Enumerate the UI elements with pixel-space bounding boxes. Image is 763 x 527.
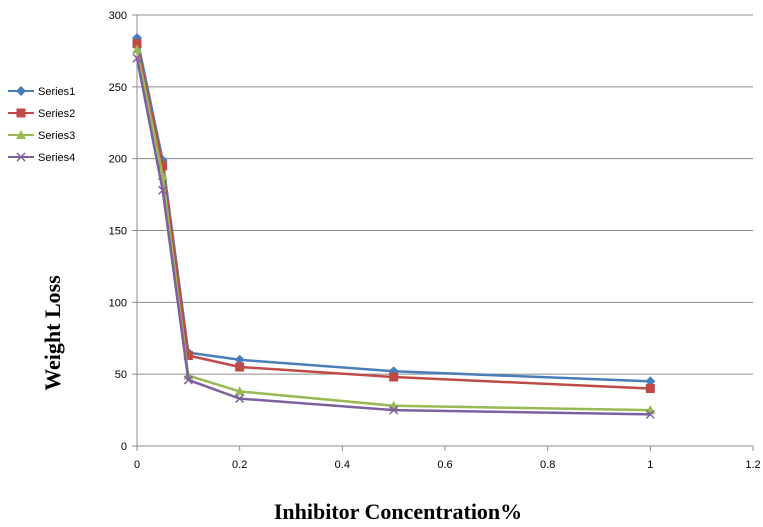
series-line-3: [135, 49, 651, 412]
legend-marker-3: [16, 130, 26, 139]
data-point-series-3: [234, 386, 245, 396]
y-tick-label: 250: [109, 82, 127, 94]
data-point-series-2: [645, 384, 655, 394]
y-tick-label: 300: [109, 10, 127, 22]
legend-marker-2: [16, 108, 26, 118]
data-point-series-2: [183, 350, 193, 360]
legend-marker-4: [16, 152, 26, 162]
x-tick-label: 0: [134, 459, 140, 471]
data-point-series-2: [158, 161, 168, 171]
data-point-series-2: [132, 39, 142, 49]
axes: [132, 14, 754, 451]
legend: Series1 Series2 Series3 Series4: [8, 86, 75, 164]
x-axis-title: Inhibitor Concentration%: [274, 499, 522, 524]
y-tick-labels: 0 50 100 150 200 250 300: [109, 10, 127, 453]
x-tick-label: 0.8: [540, 459, 555, 471]
data-point-series-4: [132, 53, 142, 63]
data-point-series-4: [158, 185, 168, 195]
series-line-2: [135, 43, 651, 390]
x-tick-label: 0.6: [437, 459, 452, 471]
y-tick-label: 100: [109, 297, 127, 309]
x-tick-label: 1.2: [745, 459, 760, 471]
y-axis-title: Weight Loss: [40, 275, 65, 391]
data-point-series-4: [645, 409, 655, 419]
data-point-series-4: [389, 405, 399, 415]
data-point-series-1: [234, 354, 245, 365]
y-tick-label: 150: [109, 226, 127, 238]
x-tick-label: 0.4: [335, 459, 350, 471]
legend-label-1: Series1: [38, 86, 75, 98]
y-tick-label: 200: [109, 154, 127, 166]
series-line-4: [135, 57, 651, 416]
legend-label-2: Series2: [38, 108, 75, 120]
plot-area: [132, 32, 656, 419]
data-point-series-3: [132, 44, 142, 54]
x-tick-label: 1: [647, 459, 653, 471]
y-tick-label: 50: [115, 369, 127, 381]
grid-lines: [137, 14, 753, 375]
x-tick-label: 0.2: [232, 459, 247, 471]
x-tick-labels: 0 0.2 0.4 0.6 0.8 1 1.2: [134, 459, 761, 471]
data-point-series-2: [235, 362, 245, 372]
data-point-series-4: [183, 375, 193, 385]
legend-marker-1: [16, 86, 26, 96]
legend-label-3: Series3: [38, 130, 75, 142]
legend-label-4: Series4: [38, 152, 75, 164]
data-point-series-4: [235, 394, 245, 404]
series-line-1: [135, 37, 651, 383]
y-tick-label: 0: [121, 441, 127, 453]
data-point-series-1: [645, 376, 656, 387]
data-point-series-2: [389, 372, 399, 382]
